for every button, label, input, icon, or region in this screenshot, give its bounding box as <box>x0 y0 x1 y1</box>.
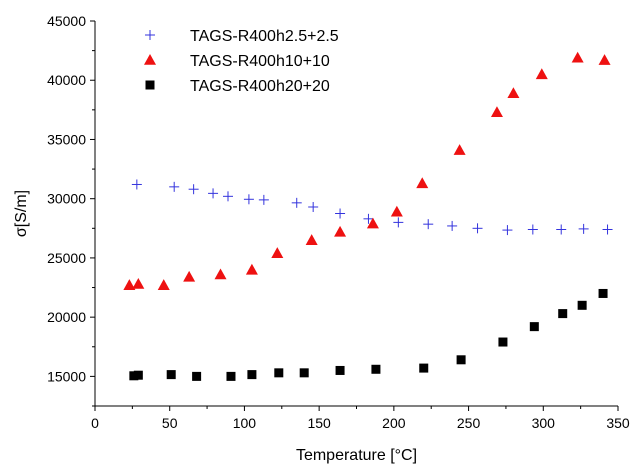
data-point-square <box>133 370 143 380</box>
data-point-square <box>419 363 429 373</box>
series-plus <box>131 179 613 236</box>
tick-labels: 0 50 100 150 200 250 300 350 15000 20000 25000 3000… <box>47 13 630 431</box>
data-point-triangle <box>366 217 379 229</box>
data-point-plus <box>131 179 142 190</box>
data-point-triangle <box>535 68 548 80</box>
data-point-square <box>226 371 236 381</box>
data-point-square <box>371 364 381 374</box>
data-point-plus <box>393 217 404 228</box>
data-point-plus <box>291 197 302 208</box>
x-tick-label: 350 <box>606 415 630 431</box>
data-point-triangle <box>598 54 611 65</box>
y-tick-label: 35000 <box>47 131 86 147</box>
x-tick-label: 300 <box>532 415 556 431</box>
data-point-square <box>247 370 257 380</box>
data-point-plus <box>258 194 269 205</box>
legend-marker-plus <box>145 30 155 40</box>
x-tick-label: 150 <box>307 415 331 431</box>
data-point-triangle <box>571 51 584 63</box>
data-point-triangle <box>123 279 136 290</box>
data-point-square <box>598 288 608 298</box>
legend-label: TAGS-R400h10+10 <box>190 53 330 70</box>
data-point-plus <box>243 194 254 205</box>
data-point-triangle <box>183 270 196 282</box>
data-point-triangle <box>132 277 145 289</box>
y-tick-label: 25000 <box>47 250 86 266</box>
data-point-triangle <box>305 234 318 245</box>
series-square <box>129 288 608 381</box>
axes <box>90 20 619 411</box>
x-tick-label: 0 <box>91 415 99 431</box>
data-point-square <box>558 309 568 319</box>
x-axis-title: Temperature [°C] <box>296 447 417 464</box>
series-triangle <box>123 51 611 290</box>
data-point-triangle <box>490 106 503 118</box>
legend: TAGS-R400h2.5+2.5 TAGS-R400h10+10 TAGS-R40… <box>144 28 339 95</box>
data-point-plus <box>222 191 233 202</box>
data-point-square <box>529 322 539 332</box>
y-tick-label: 15000 <box>47 368 86 384</box>
x-tick-label: 100 <box>233 415 257 431</box>
data-point-square <box>498 337 508 347</box>
y-axis-title: σ[S/m] <box>13 190 30 237</box>
data-point-plus <box>188 184 199 195</box>
legend-marker-triangle <box>144 54 156 65</box>
data-point-triangle <box>334 225 347 237</box>
data-point-plus <box>527 224 538 235</box>
data-point-plus <box>447 220 458 231</box>
y-tick-label: 40000 <box>47 72 86 88</box>
data-point-plus <box>472 223 483 234</box>
data-point-triangle <box>245 263 258 275</box>
data-point-plus <box>578 223 589 234</box>
data-point-triangle <box>416 177 429 189</box>
x-tick-label: 50 <box>162 415 178 431</box>
legend-label: TAGS-R400h20+20 <box>190 78 330 95</box>
data-point-triangle <box>507 87 520 99</box>
y-tick-label: 30000 <box>47 191 86 207</box>
data-point-plus <box>602 224 613 235</box>
data-point-plus <box>423 219 434 230</box>
data-point-square <box>192 371 202 381</box>
y-tick-label: 20000 <box>47 309 86 325</box>
data-point-plus <box>502 225 513 236</box>
data-point-square <box>577 300 587 310</box>
data-point-triangle <box>214 268 227 280</box>
x-tick-label: 250 <box>457 415 481 431</box>
y-tick-label: 45000 <box>47 13 86 29</box>
legend-marker-square <box>145 80 155 90</box>
data-point-square <box>335 365 345 375</box>
data-point-square <box>299 368 309 378</box>
data-point-plus <box>169 181 180 192</box>
data-point-square <box>456 355 466 365</box>
data-point-plus <box>208 188 219 199</box>
legend-label: TAGS-R400h2.5+2.5 <box>190 28 339 45</box>
data-marks <box>123 51 613 381</box>
data-point-plus <box>308 201 319 212</box>
data-point-triangle <box>271 247 284 258</box>
data-point-square <box>274 368 284 378</box>
data-point-triangle <box>390 205 403 217</box>
data-point-plus <box>363 213 374 224</box>
data-point-triangle <box>157 279 170 290</box>
data-point-plus <box>335 208 346 219</box>
x-tick-label: 200 <box>382 415 406 431</box>
data-point-square <box>166 370 176 380</box>
data-point-plus <box>556 224 567 235</box>
data-point-triangle <box>453 144 466 155</box>
